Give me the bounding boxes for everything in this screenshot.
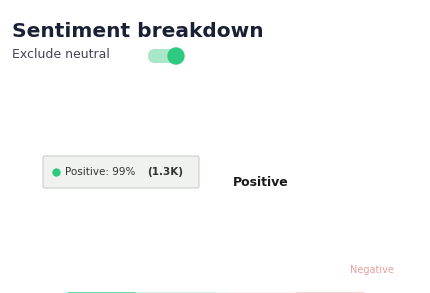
Text: Negative: Negative bbox=[349, 265, 393, 275]
Text: Positive: 99%: Positive: 99% bbox=[65, 167, 138, 177]
Text: Sentiment breakdown: Sentiment breakdown bbox=[12, 22, 263, 41]
Circle shape bbox=[168, 48, 184, 64]
FancyBboxPatch shape bbox=[43, 156, 199, 188]
Text: (1.3K): (1.3K) bbox=[147, 167, 183, 177]
Text: Exclude neutral: Exclude neutral bbox=[12, 49, 110, 62]
Text: Positive: Positive bbox=[233, 176, 288, 190]
FancyBboxPatch shape bbox=[147, 49, 184, 63]
